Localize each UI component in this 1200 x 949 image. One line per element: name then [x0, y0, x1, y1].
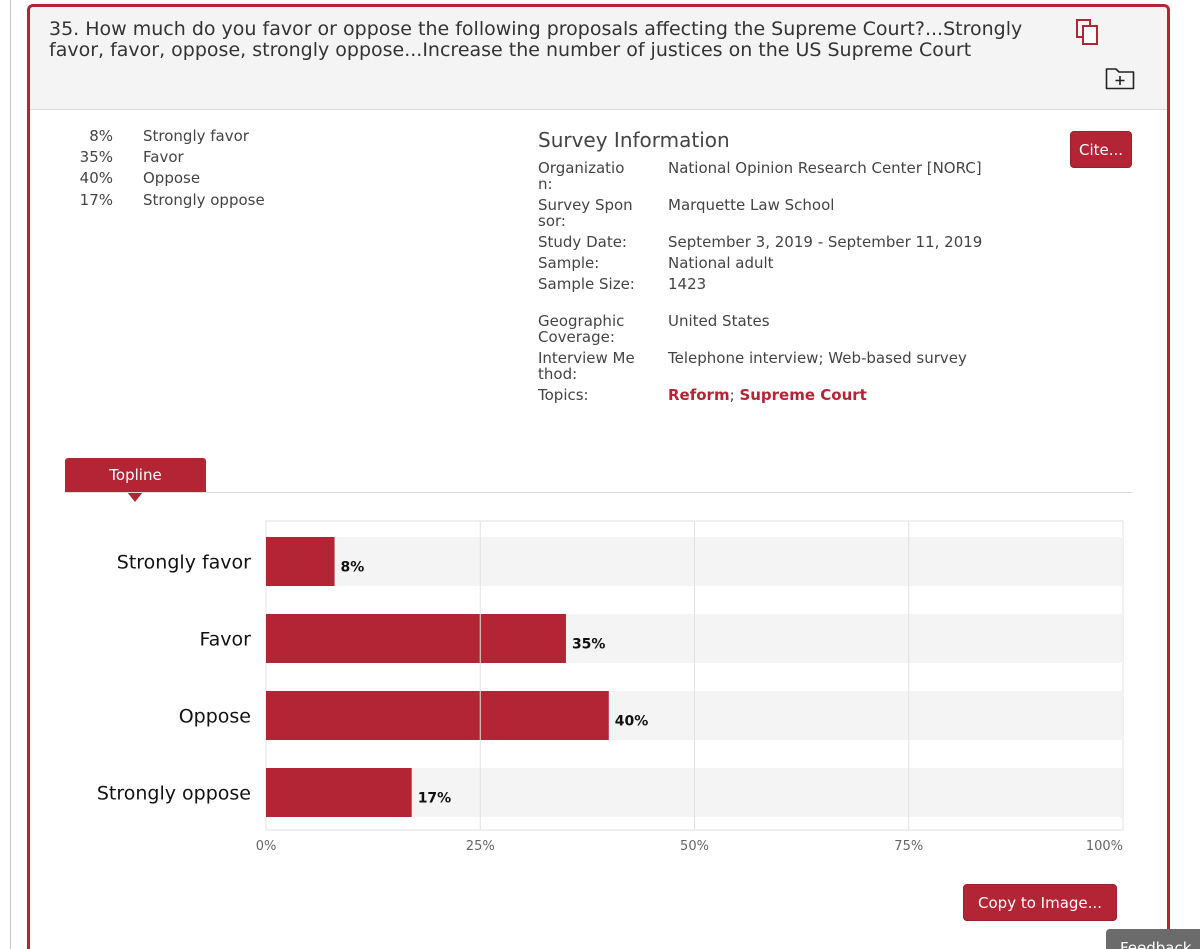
data-label: 35% [572, 637, 606, 653]
survey-row-sponsor: Survey Sponsor: Marquette Law School [538, 196, 834, 234]
cite-button[interactable]: Cite... [1070, 131, 1132, 168]
distribution-row: 35% Favor [60, 147, 265, 168]
category-label: Favor [199, 629, 251, 651]
question-text: 35. How much do you favor or oppose the … [49, 18, 1023, 61]
survey-info-table: Organization: National Opinion Research … [538, 159, 982, 408]
tab-topline[interactable]: Topline [65, 458, 206, 492]
survey-value: Marquette Law School [668, 196, 835, 214]
survey-value: Reform; Supreme Court [668, 387, 867, 403]
distribution-label: Oppose [143, 169, 201, 188]
distribution-pct: 40% [79, 169, 113, 188]
page-left-rule [10, 0, 11, 949]
response-distribution: 8% Strongly favor 35% Favor 40% Oppose 1… [60, 126, 265, 211]
copy-icon[interactable] [1075, 19, 1099, 45]
copy-to-image-button[interactable]: Copy to Image... [963, 884, 1117, 921]
survey-key: Topics: [538, 386, 589, 404]
x-tick-label: 25% [466, 839, 495, 854]
survey-key: Sample: [538, 254, 600, 272]
topic-separator: ; [729, 386, 735, 404]
survey-value: United States [668, 312, 770, 330]
bar [266, 691, 609, 740]
survey-value: 1423 [668, 275, 707, 293]
survey-key: Survey Sponsor: [538, 196, 633, 230]
data-label: 17% [418, 791, 452, 807]
distribution-pct: 35% [79, 148, 113, 167]
survey-key: Sample Size: [538, 275, 635, 293]
bar [266, 537, 335, 586]
survey-info-title: Survey Information [538, 128, 730, 152]
distribution-label: Favor [143, 148, 184, 167]
distribution-pct: 17% [79, 190, 113, 209]
feedback-button[interactable]: Feedback [1106, 929, 1200, 949]
survey-row-sample-size: Sample Size: 1423 [538, 275, 706, 313]
survey-row-sample: Sample: National adult [538, 254, 774, 276]
category-label: Strongly oppose [97, 783, 251, 805]
survey-value: National adult [668, 254, 774, 272]
distribution-row: 17% Strongly oppose [60, 190, 265, 211]
survey-row-organization: Organization: National Opinion Research … [538, 159, 982, 197]
topline-bar-chart: Strongly favor 8% Favor 35% Oppose 40% Strongl… [97, 520, 1124, 854]
distribution-pct: 8% [89, 127, 113, 145]
survey-key: Interview Method: [538, 349, 635, 383]
category-label: Oppose [179, 706, 251, 728]
topic-link-supreme-court[interactable]: Supreme Court [739, 386, 867, 404]
survey-row-geography: Geographic Coverage: United States [538, 312, 770, 350]
x-tick-label: 50% [680, 839, 709, 854]
x-tick-label: 100% [1086, 839, 1123, 854]
survey-key: Geographic Coverage: [538, 312, 625, 346]
survey-value: National Opinion Research Center [NORC] [668, 159, 982, 177]
survey-row-topics: Topics: Reform; Supreme Court [538, 386, 867, 408]
survey-row-date: Study Date: September 3, 2019 - Septembe… [538, 233, 982, 255]
data-label: 8% [341, 560, 365, 576]
folder-add-icon[interactable] [1105, 66, 1135, 90]
topic-link-reform[interactable]: Reform [668, 386, 730, 404]
tab-active-caret [127, 492, 143, 502]
survey-value: September 3, 2019 - September 11, 2019 [668, 233, 983, 251]
survey-value: Telephone interview; Web-based survey [668, 349, 967, 367]
x-tick-label: 0% [256, 839, 277, 854]
survey-row-method: Interview Method: Telephone interview; W… [538, 349, 967, 387]
distribution-label: Strongly favor [143, 127, 249, 145]
survey-key: Organization: [538, 159, 625, 193]
survey-key: Study Date: [538, 233, 627, 251]
category-label: Strongly favor [117, 552, 251, 574]
bar [266, 614, 566, 663]
x-tick-label: 75% [894, 839, 923, 854]
tab-divider [65, 492, 1133, 493]
data-label: 40% [615, 714, 649, 730]
distribution-row: 40% Oppose [60, 168, 265, 189]
card-header: 35. How much do you favor or oppose the … [30, 7, 1167, 110]
distribution-row: 8% Strongly favor [60, 126, 265, 147]
question-card: 35. How much do you favor or oppose the … [27, 4, 1170, 949]
distribution-label: Strongly oppose [143, 190, 265, 209]
bar [266, 768, 412, 817]
